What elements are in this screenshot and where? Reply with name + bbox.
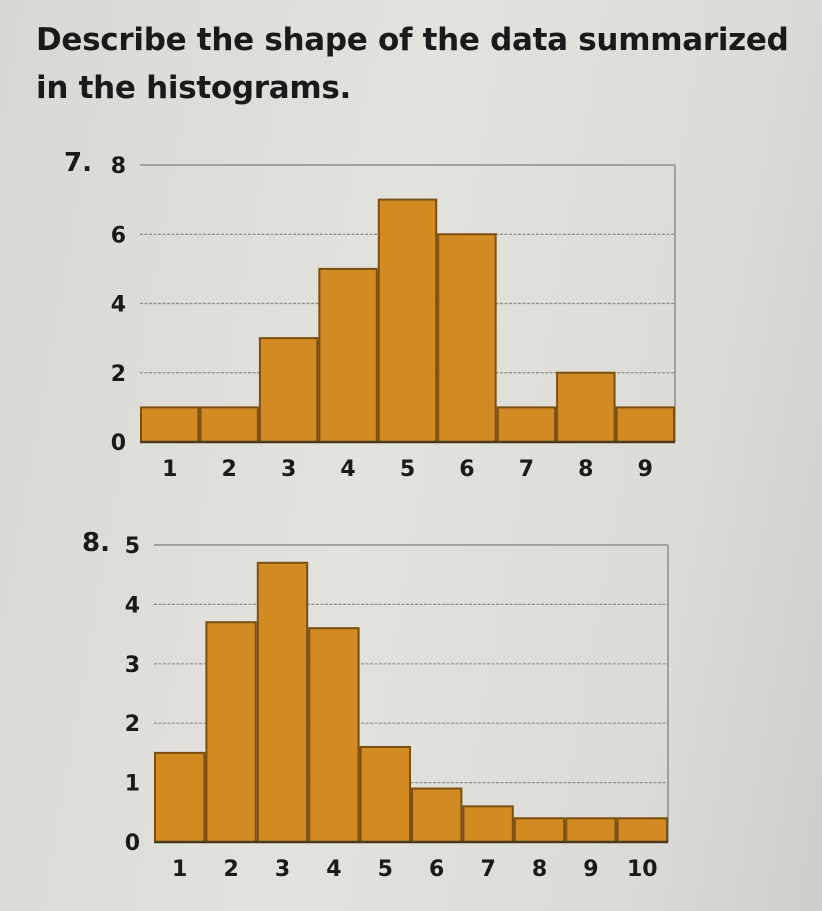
hist7-bar [258, 337, 319, 443]
hist8-bar [308, 627, 360, 843]
hist7-bar [377, 198, 438, 443]
hist7-xtick-label: 6 [459, 457, 474, 482]
hist8-ytick-label: 1 [125, 772, 140, 797]
hist8-bar [359, 745, 412, 844]
hist8-bar [154, 751, 206, 844]
hist7-bar [140, 406, 200, 443]
hist7-xtick-label: 9 [638, 457, 653, 482]
hist8-xtick-label: 5 [378, 857, 393, 882]
hist7-xtick-label: 2 [222, 457, 237, 482]
hist7-xtick-label: 3 [281, 457, 296, 482]
hist7-xtick-label: 5 [400, 457, 415, 482]
hist7-bar [199, 406, 259, 443]
hist7-ytick-label: 8 [111, 154, 126, 179]
hist7-xtick-label: 8 [578, 457, 593, 482]
hist7-ytick-label: 4 [111, 293, 126, 318]
instruction-text: Describe the shape of the data summarize… [36, 22, 789, 106]
hist8-bar [513, 817, 566, 843]
hist8-ytick-label: 5 [125, 534, 140, 559]
hist8-xtick-label: 9 [583, 857, 598, 882]
hist8-xtick-label: 7 [480, 857, 495, 882]
problem-8-number: 8. [82, 528, 110, 558]
hist8-ytick-label: 0 [125, 831, 140, 856]
hist8-bar [616, 817, 668, 843]
hist7-xtick-label: 4 [340, 457, 355, 482]
hist8-ytick-label: 3 [125, 653, 140, 678]
hist8-xtick-label: 4 [326, 857, 341, 882]
hist8-bar [411, 787, 463, 843]
hist8-bar [462, 805, 514, 843]
hist7-bar [318, 267, 378, 443]
hist7-bar [496, 406, 557, 443]
problem-7-number: 7. [64, 148, 92, 178]
hist8-bar [565, 817, 617, 843]
hist8-ytick-label: 4 [125, 593, 140, 618]
hist7-xtick-label: 7 [519, 457, 534, 482]
hist7-ytick-label: 2 [111, 362, 126, 387]
hist8-ytick-label: 2 [125, 712, 140, 737]
hist7-ytick-label: 0 [111, 431, 126, 456]
hist7-ytick-label: 6 [111, 223, 126, 248]
hist8-bar [205, 621, 257, 843]
hist8-bar [256, 561, 309, 843]
hist7-bar [556, 371, 616, 443]
hist8-xtick-label: 8 [532, 857, 547, 882]
hist7-bar [437, 233, 497, 443]
hist7-xtick-label: 1 [162, 457, 177, 482]
hist8-xtick-label: 10 [627, 857, 658, 882]
hist8-xtick-label: 3 [275, 857, 290, 882]
hist8-xtick-label: 1 [172, 857, 187, 882]
hist8-xtick-label: 6 [429, 857, 444, 882]
hist8-xtick-label: 2 [223, 857, 238, 882]
